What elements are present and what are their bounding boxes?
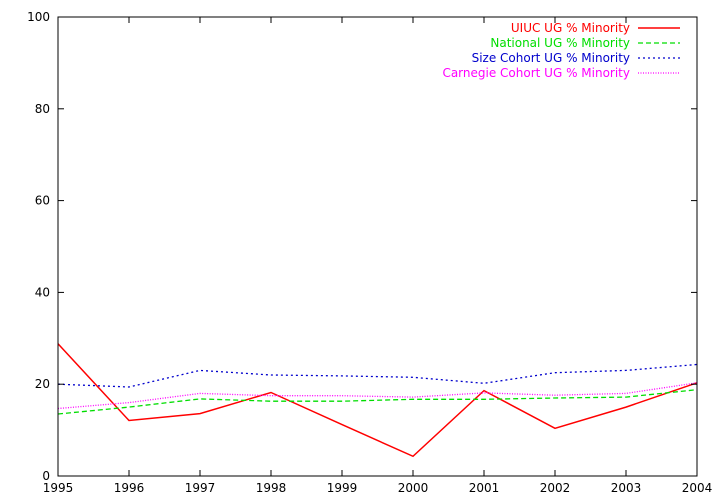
x-tick-label: 1998 <box>256 481 287 495</box>
x-tick-label: 1995 <box>43 481 74 495</box>
legend-label-4: Carnegie Cohort UG % Minority <box>442 66 630 80</box>
x-tick-label: 2001 <box>469 481 500 495</box>
plot-frame <box>57 16 698 477</box>
y-tick-label: 40 <box>35 285 50 299</box>
x-tick-label: 1997 <box>185 481 216 495</box>
y-tick-label: 80 <box>35 102 50 116</box>
x-tick-label: 1999 <box>327 481 358 495</box>
y-tick-label: 20 <box>35 377 50 391</box>
axis-ticks <box>57 16 698 477</box>
legend-label-2: National UG % Minority <box>490 36 630 50</box>
legend-label-3: Size Cohort UG % Minority <box>472 51 630 65</box>
y-tick-label: 100 <box>27 10 50 24</box>
x-tick-label: 1996 <box>114 481 145 495</box>
series-line-3 <box>57 363 698 388</box>
x-tick-label: 2004 <box>682 481 713 495</box>
tick-labels: 0 20 40 60 80 100 1995 1996 1997 1998 1999 2000 2001… <box>27 10 712 495</box>
y-tick-label: 60 <box>35 194 50 208</box>
series-line-1 <box>57 343 698 458</box>
x-tick-label: 2003 <box>611 481 642 495</box>
legend-label-1: UIUC UG % Minority <box>511 21 630 35</box>
y-tick-label: 0 <box>42 469 50 483</box>
series-lines <box>57 343 698 458</box>
series-line-4 <box>57 382 698 410</box>
x-tick-label: 2000 <box>398 481 429 495</box>
x-tick-label: 2002 <box>540 481 571 495</box>
series-line-2 <box>57 389 698 415</box>
